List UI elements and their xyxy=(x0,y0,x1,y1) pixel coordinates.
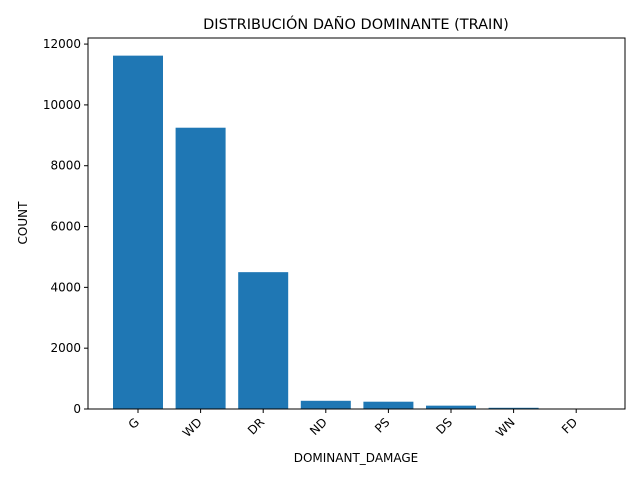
y-tick-label-12000: 12000 xyxy=(43,37,81,51)
y-axis: 0 2000 4000 6000 8000 10000 12000 xyxy=(43,37,88,416)
bar-g xyxy=(113,55,163,410)
x-tick-label-ps: PS xyxy=(372,415,392,435)
bar-ds xyxy=(426,405,476,409)
y-tick-label-0: 0 xyxy=(73,402,81,416)
x-tick-label-g: G xyxy=(126,415,142,431)
bar-nd xyxy=(300,400,351,409)
y-axis-label: COUNT xyxy=(16,201,30,245)
x-tick-label-wn: WN xyxy=(493,415,518,440)
y-tick-label-2000: 2000 xyxy=(50,341,81,355)
x-tick-label-wd: WD xyxy=(180,415,205,440)
x-axis-label: DOMINANT_DAMAGE xyxy=(294,451,419,465)
bar-ps xyxy=(363,401,414,409)
x-tick-label-dr: DR xyxy=(245,415,267,437)
bars-group xyxy=(113,55,602,410)
x-tick-label-ds: DS xyxy=(433,415,455,437)
bar-dr xyxy=(238,272,289,409)
y-tick-label-10000: 10000 xyxy=(43,98,81,112)
chart-title: DISTRIBUCIÓN DAÑO DOMINANTE (TRAIN) xyxy=(203,15,509,33)
bar-wn xyxy=(488,407,539,409)
x-tick-label-nd: ND xyxy=(307,415,330,438)
x-tick-label-fd: FD xyxy=(559,415,580,436)
plot-frame xyxy=(87,37,626,410)
x-axis: G WD DR ND PS DS WN FD xyxy=(126,409,580,440)
y-tick-label-4000: 4000 xyxy=(50,280,81,294)
bar-wd xyxy=(175,127,226,409)
y-tick-label-8000: 8000 xyxy=(50,159,81,173)
y-tick-label-6000: 6000 xyxy=(50,220,81,234)
